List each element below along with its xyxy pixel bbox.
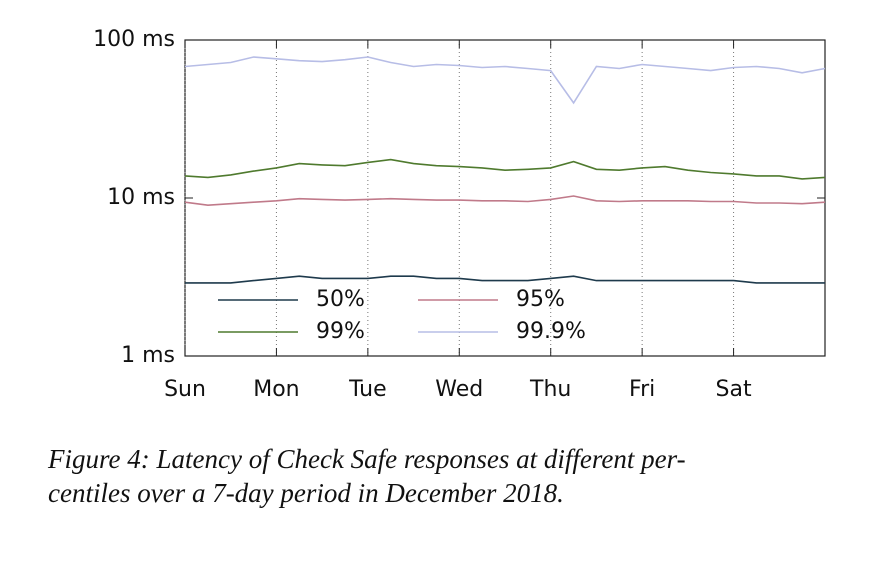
series-line bbox=[185, 275, 825, 284]
x-tick-label: Sun bbox=[164, 377, 206, 402]
x-tick-label: Tue bbox=[348, 377, 387, 402]
y-tick-label: 1 ms bbox=[121, 343, 175, 368]
x-tick-label: Fri bbox=[629, 377, 655, 402]
series-line bbox=[184, 195, 826, 207]
caption-line: centiles over a 7-day period in December… bbox=[48, 478, 564, 508]
y-tick-label: 100 ms bbox=[93, 27, 175, 52]
series-line bbox=[184, 158, 826, 180]
y-tick-label: 10 ms bbox=[107, 185, 175, 210]
legend-label: 50% bbox=[316, 287, 365, 312]
legend-label: 95% bbox=[516, 287, 565, 312]
legend-label: 99.9% bbox=[516, 319, 586, 344]
x-tick-label: Sat bbox=[716, 377, 752, 402]
x-tick-label: Wed bbox=[435, 377, 483, 402]
caption-line: Figure 4: Latency of Check Safe response… bbox=[47, 444, 686, 474]
x-tick-label: Thu bbox=[529, 377, 571, 402]
legend-label: 99% bbox=[316, 319, 365, 344]
plot-frame bbox=[184, 39, 826, 357]
series-line bbox=[184, 56, 826, 105]
x-tick-label: Mon bbox=[253, 377, 299, 402]
